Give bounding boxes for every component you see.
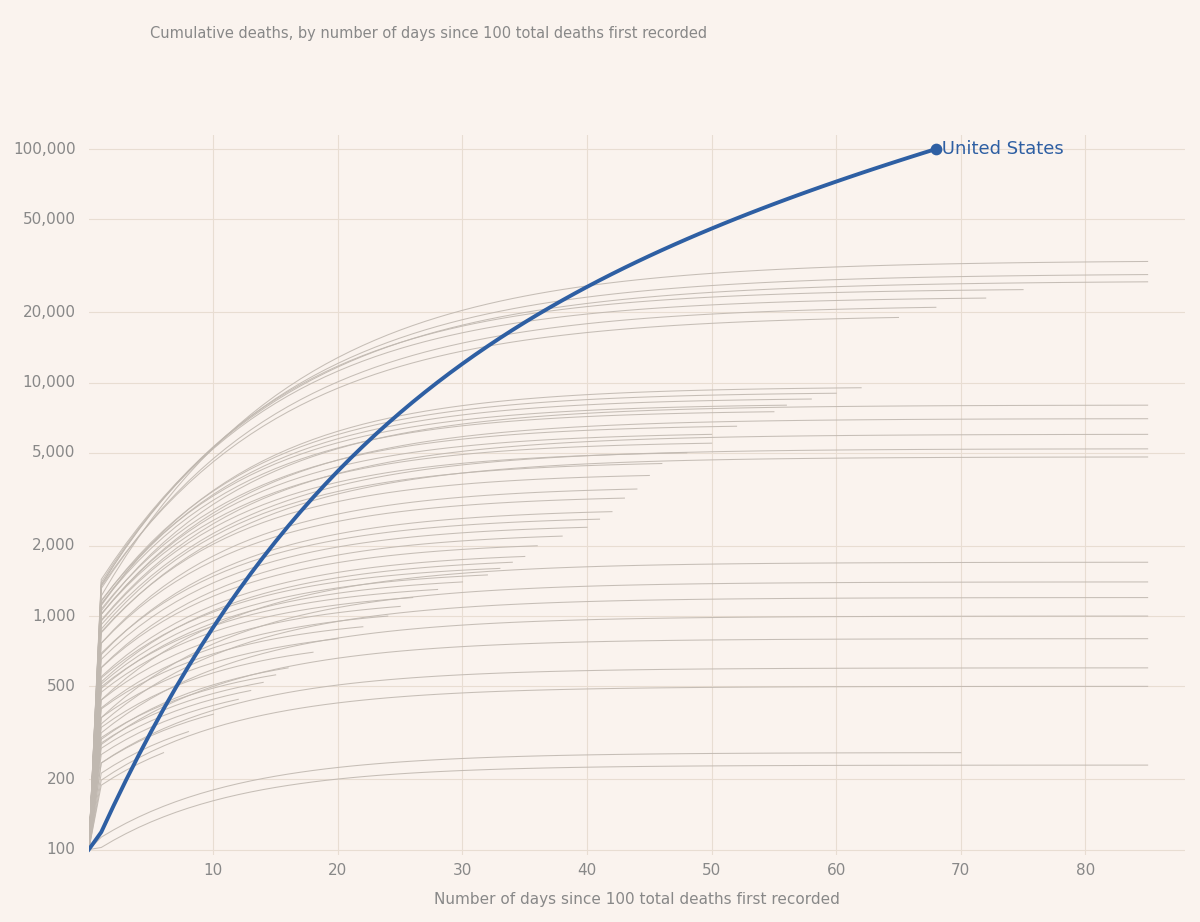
Text: 5,000: 5,000 [32, 445, 76, 460]
Text: United States: United States [936, 140, 1063, 158]
Text: 100: 100 [47, 842, 76, 857]
Text: 100,000: 100,000 [13, 142, 76, 157]
Text: 1,000: 1,000 [32, 609, 76, 623]
X-axis label: Number of days since 100 total deaths first recorded: Number of days since 100 total deaths fi… [434, 892, 840, 907]
Text: 10,000: 10,000 [23, 375, 76, 390]
Text: 50,000: 50,000 [23, 212, 76, 227]
Text: Cumulative deaths, by number of days since 100 total deaths first recorded: Cumulative deaths, by number of days sin… [150, 27, 707, 41]
Text: 2,000: 2,000 [32, 538, 76, 553]
Point [926, 142, 946, 157]
Text: 20,000: 20,000 [23, 305, 76, 320]
Text: 500: 500 [47, 679, 76, 694]
Text: 200: 200 [47, 772, 76, 786]
